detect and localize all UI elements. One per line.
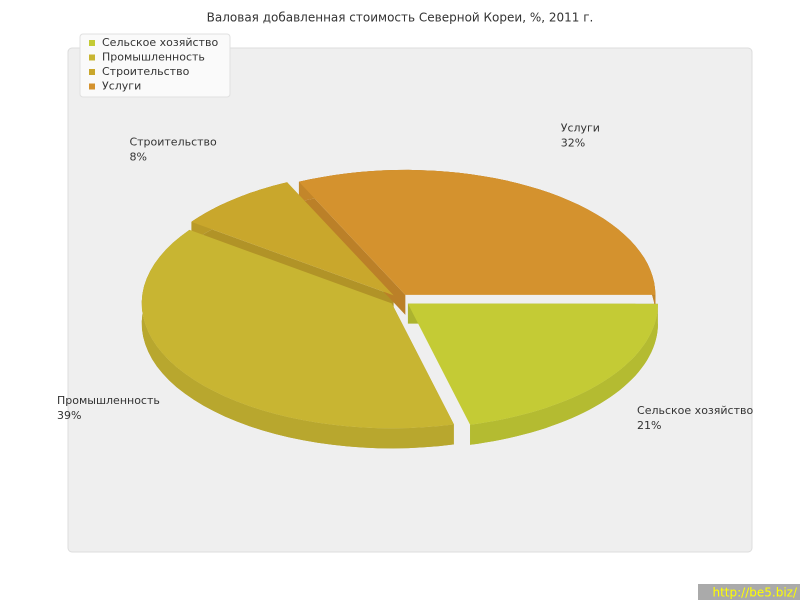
legend-label: Промышленность bbox=[102, 51, 205, 64]
legend-swatch bbox=[89, 83, 95, 90]
watermark-bg bbox=[698, 584, 800, 600]
chart-title: Валовая добавленная стоимость Северной К… bbox=[207, 11, 594, 25]
slice-label: Промышленность bbox=[57, 394, 160, 407]
legend-label: Сельское хозяйство bbox=[102, 36, 218, 49]
slice-value-label: 21% bbox=[637, 419, 661, 432]
slice-side bbox=[470, 303, 658, 445]
slice-label: Строительство bbox=[129, 136, 217, 149]
watermark: http://be5.biz/ bbox=[712, 586, 797, 600]
plot-area bbox=[67, 47, 753, 553]
slice-value-label: 32% bbox=[561, 136, 585, 149]
legend-label: Строительство bbox=[102, 65, 190, 78]
slice bbox=[141, 229, 454, 429]
legend-label: Услуги bbox=[102, 80, 141, 93]
slice-value-label: 8% bbox=[129, 151, 146, 164]
slice-value-label: 39% bbox=[57, 409, 81, 422]
legend-box bbox=[79, 33, 231, 98]
legend-swatch bbox=[89, 69, 95, 75]
legend-swatch bbox=[89, 54, 95, 61]
legend-swatch bbox=[89, 40, 95, 46]
slice bbox=[407, 303, 658, 425]
slice bbox=[298, 169, 656, 295]
slice-label: Сельское хозяйство bbox=[637, 404, 753, 417]
slice-label: Услуги bbox=[561, 121, 600, 134]
slice bbox=[191, 182, 394, 296]
